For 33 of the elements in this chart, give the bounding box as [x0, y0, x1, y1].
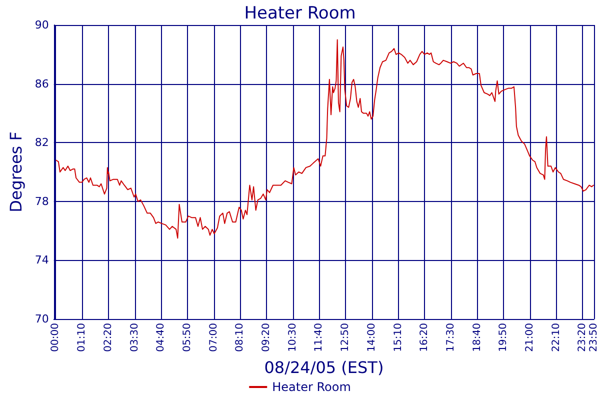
- y-tick-label: 70: [34, 312, 49, 326]
- x-tick-label: 23:50: [588, 323, 600, 352]
- x-tick-label: 18:40: [472, 323, 483, 352]
- x-tick-label: 08:10: [234, 323, 246, 352]
- x-tick-label: 09:20: [261, 323, 272, 352]
- x-tick-label: 19:50: [498, 323, 510, 352]
- y-tick-label: 82: [34, 136, 49, 150]
- x-tick-label: 12:50: [340, 323, 352, 352]
- x-tick-label: 14:00: [366, 323, 378, 352]
- x-tick-label: 17:30: [445, 323, 456, 352]
- x-tick-label: 11:40: [314, 323, 325, 352]
- y-axis-title: Degrees F: [6, 132, 26, 212]
- x-tick-label: 02:20: [102, 323, 114, 352]
- x-tick-label: 15:10: [392, 323, 404, 352]
- x-tick-label: 03:30: [129, 323, 140, 352]
- y-tick-label: 78: [34, 194, 49, 208]
- x-tick-label: 10:30: [287, 323, 298, 352]
- legend-label: Heater Room: [272, 380, 351, 394]
- x-axis-title: 08/24/05 (EST): [264, 358, 384, 378]
- x-tick-label: 00:00: [50, 323, 62, 352]
- x-tick-label: 07:00: [208, 323, 220, 352]
- y-tick-label: 86: [34, 77, 49, 90]
- y-tick-label: 74: [34, 254, 49, 267]
- y-tick-label: 90: [34, 18, 49, 32]
- x-tick-label: 23:20: [577, 323, 588, 352]
- x-tick-label: 05:50: [182, 323, 193, 352]
- x-tick-label: 21:00: [524, 323, 536, 352]
- line-series: [56, 39, 594, 239]
- chart-title: Heater Room: [244, 4, 356, 24]
- x-tick-label: 22:10: [550, 323, 562, 352]
- x-tick-label: 16:20: [419, 323, 430, 352]
- x-tick-label: 04:40: [156, 323, 167, 352]
- x-tick-label: 01:10: [76, 323, 88, 352]
